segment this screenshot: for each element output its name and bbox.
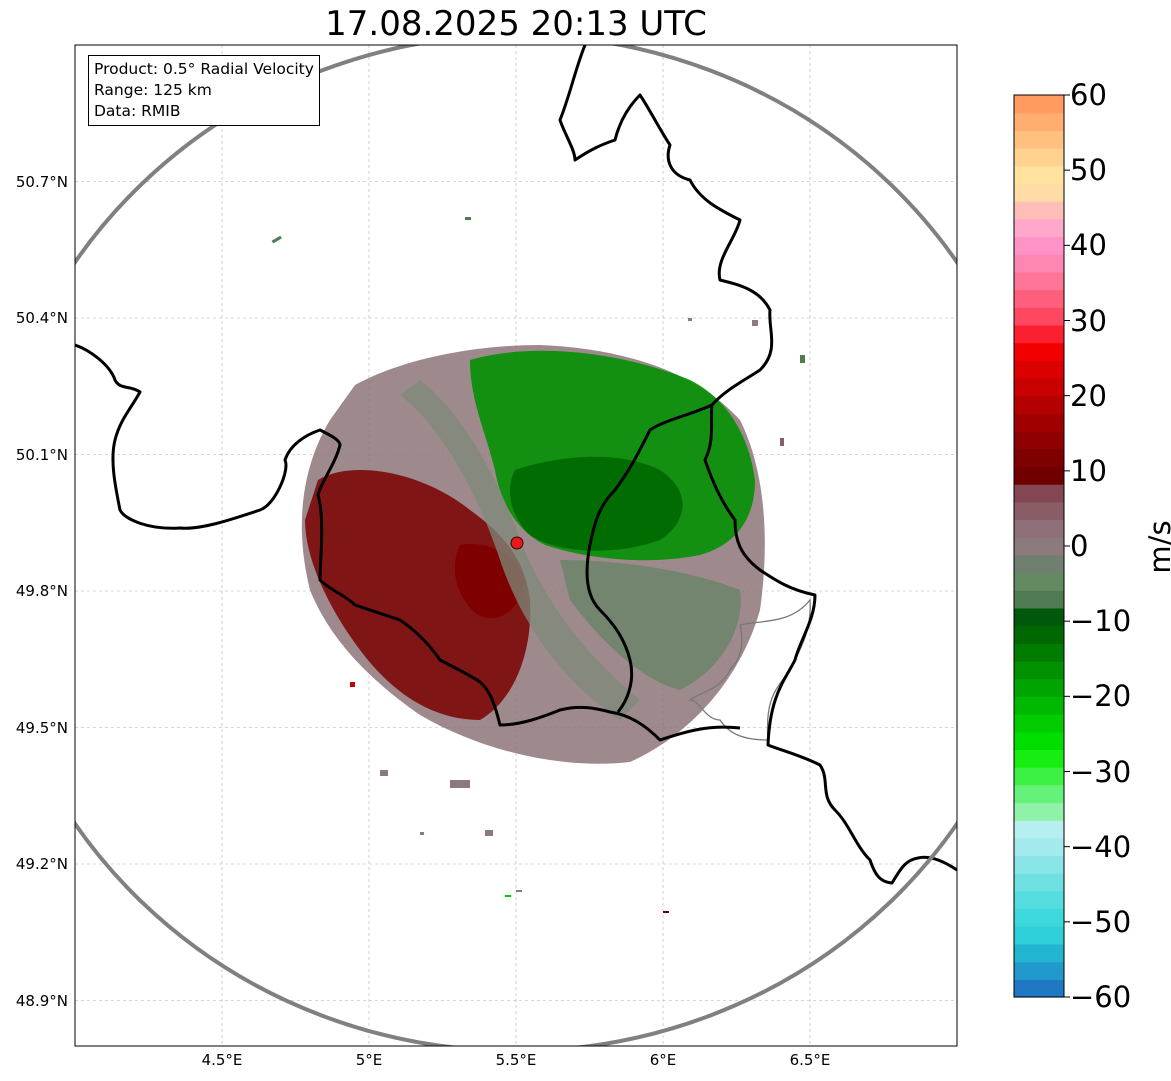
colorbar-swatch xyxy=(1014,943,1064,963)
colorbar-frame xyxy=(1013,94,1065,998)
colorbar-swatch xyxy=(1014,590,1064,609)
product-label: Product: 0.5° Radial Velocity xyxy=(94,60,314,78)
colorbar-tick-label: 0 xyxy=(1070,529,1089,563)
map-title: 17.08.2025 20:13 UTC xyxy=(325,4,707,44)
product-info-box: Product: 0.5° Radial Velocity Range: 125… xyxy=(88,55,320,126)
colorbar-swatch xyxy=(1014,890,1064,910)
colorbar-swatch xyxy=(1014,501,1064,521)
echo-zero-band xyxy=(400,380,640,720)
colorbar-swatch xyxy=(1014,643,1064,662)
colorbar-swatch xyxy=(1014,873,1064,892)
velocity-echoes xyxy=(271,101,811,913)
colorbar-swatch xyxy=(1014,607,1064,627)
colorbar-swatch xyxy=(1014,979,1064,998)
colorbar-swatch xyxy=(1014,625,1064,644)
colorbar-tick-label: 40 xyxy=(1070,228,1107,263)
colorbar-swatch xyxy=(1014,201,1064,220)
colorbar-tick-label: 20 xyxy=(1070,378,1107,413)
colorbar-swatch xyxy=(1014,95,1064,114)
colorbar-swatch xyxy=(1014,820,1064,839)
colorbar-swatch xyxy=(1014,749,1064,768)
colorbar-swatch xyxy=(1014,537,1064,556)
region-border xyxy=(687,598,811,741)
colorbar-swatch xyxy=(1014,767,1064,786)
colorbar-swatch xyxy=(1014,218,1064,238)
lon-tick-label: 5.5°E xyxy=(495,1051,537,1069)
colorbar-tick-label: −20 xyxy=(1070,679,1132,714)
lon-tick-label: 4.5°E xyxy=(201,1051,243,1069)
colorbar-swatch xyxy=(1014,448,1064,468)
lon-tick-label: 6.5°E xyxy=(789,1051,831,1069)
colorbar-swatch xyxy=(1014,961,1064,980)
colorbar-swatch xyxy=(1014,466,1064,485)
colorbar-swatch xyxy=(1014,731,1064,750)
colorbar-swatch xyxy=(1014,395,1064,414)
lon-tick-label: 5°E xyxy=(355,1051,383,1069)
colorbar-swatch xyxy=(1014,926,1064,945)
colorbar-tick-label: −60 xyxy=(1070,980,1132,1014)
colorbar-swatch xyxy=(1014,289,1064,308)
colorbar-swatch xyxy=(1014,236,1064,255)
colorbar-tick-label: 30 xyxy=(1070,303,1107,338)
colorbar-swatch xyxy=(1014,678,1064,697)
colorbar-swatch xyxy=(1014,802,1064,821)
colorbar-tick-label: 10 xyxy=(1070,453,1107,488)
lat-tick-label: 48.9°N xyxy=(15,991,68,1010)
colorbar-swatch xyxy=(1014,112,1064,131)
colorbar-tick-label: −10 xyxy=(1070,604,1132,639)
colorbar-swatch xyxy=(1014,130,1064,149)
echo-core-inbound xyxy=(510,456,683,551)
colorbar-swatch xyxy=(1014,307,1064,326)
colorbar-swatch xyxy=(1014,324,1064,344)
colorbar-swatch xyxy=(1014,377,1064,397)
colorbar-swatch xyxy=(1014,413,1064,432)
colorbar-unit-label: m/s xyxy=(1143,520,1171,574)
colorbar xyxy=(1014,94,1070,998)
range-label: Range: 125 km xyxy=(94,81,212,99)
lat-tick-label: 49.2°N xyxy=(15,855,68,873)
colorbar-swatch xyxy=(1014,660,1064,680)
colorbar-swatch xyxy=(1014,554,1064,574)
colorbar-swatch xyxy=(1014,360,1064,379)
colorbar-swatch xyxy=(1014,696,1064,715)
data-source-label: Data: RMIB xyxy=(94,102,181,120)
colorbar-swatch xyxy=(1014,148,1064,167)
colorbar-swatch xyxy=(1014,342,1064,361)
colorbar-swatch xyxy=(1014,519,1064,538)
lat-tick-label: 49.5°N xyxy=(15,718,68,737)
lat-tick-label: 50.1°N xyxy=(15,445,68,464)
echo-outbound-lobe xyxy=(305,470,531,720)
lon-tick-label: 6°E xyxy=(649,1051,677,1069)
lat-tick-label: 49.8°N xyxy=(15,582,68,600)
colorbar-swatch xyxy=(1014,484,1064,503)
colorbar-swatch xyxy=(1014,908,1064,927)
plot-frame xyxy=(74,44,958,1047)
colorbar-swatch xyxy=(1014,254,1064,273)
colorbar-swatch xyxy=(1014,431,1064,450)
colorbar-swatch xyxy=(1014,165,1064,185)
colorbar-tick-label: 60 xyxy=(1070,78,1107,112)
colorbar-swatch xyxy=(1014,572,1064,591)
lat-tick-label: 50.7°N xyxy=(15,172,68,191)
colorbar-tick-label: −30 xyxy=(1070,754,1132,789)
colorbar-swatch xyxy=(1014,837,1064,857)
colorbar-swatch xyxy=(1014,271,1064,291)
colorbar-swatch xyxy=(1014,183,1064,202)
colorbar-swatch xyxy=(1014,714,1064,733)
lat-tick-label: 50.4°N xyxy=(15,309,68,327)
colorbar-swatch xyxy=(1014,855,1064,874)
colorbar-swatch xyxy=(1014,784,1064,804)
radar-site-marker[interactable] xyxy=(510,536,524,550)
echo-east-neutral xyxy=(560,560,741,690)
colorbar-tick-label: −40 xyxy=(1070,829,1132,864)
colorbar-tick-label: −50 xyxy=(1070,904,1132,939)
colorbar-tick-label: 50 xyxy=(1070,153,1107,188)
country-borders xyxy=(75,45,957,885)
